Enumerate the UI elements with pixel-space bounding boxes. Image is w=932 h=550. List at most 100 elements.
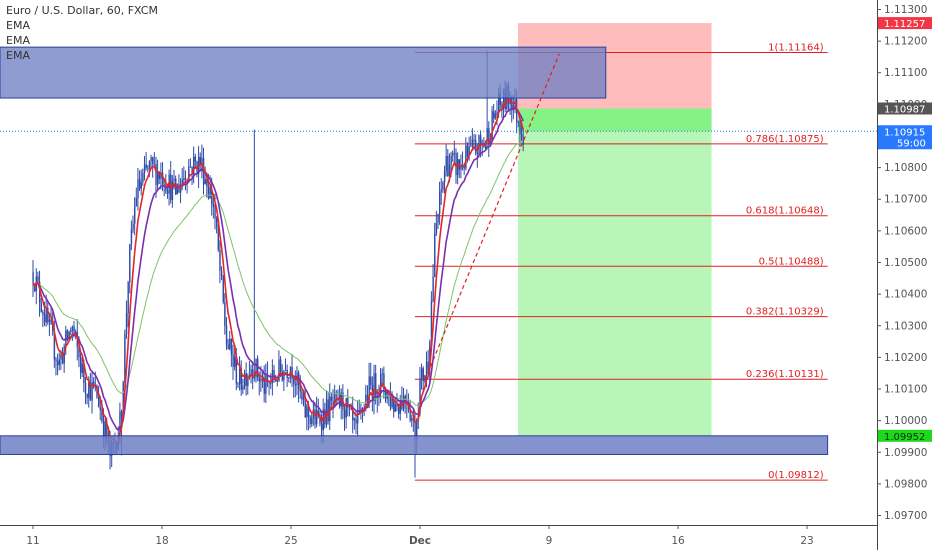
candle-down [476,152,479,154]
candle-down [83,363,85,384]
candle-down [53,330,56,360]
candle-up [437,213,439,223]
price-tick-label: 1.09900 [884,447,927,459]
candle-down [235,356,238,384]
candle-up [491,111,493,140]
candle-up [391,398,393,408]
fib-level-label-0.618: 0.618(1.10648) [746,206,824,217]
candle-down [332,400,334,406]
candle-down [273,369,275,380]
demand-zone [0,435,829,455]
candle-down [479,135,482,144]
time-tick-label: 16 [671,535,685,547]
candle-up [124,334,126,383]
candle-up [148,161,151,169]
candle-down [240,368,243,390]
candle-up [381,373,384,375]
candle-up [91,381,93,401]
indicator-ema-2[interactable]: EMA [6,34,30,47]
candle-up [122,382,124,417]
price-tag-stop: 1.11257 [878,17,932,30]
candle-up [311,418,313,424]
candle-down [34,283,36,292]
candle-up [365,394,367,408]
candle-down [304,396,306,418]
candle-down [270,383,272,385]
position-target-zone [518,108,712,436]
candle-down [219,249,221,271]
candle-down [263,378,265,394]
time-tick-label: 9 [546,535,553,547]
candle-up [183,178,185,180]
candle-down [327,399,329,422]
candle-up [432,276,434,301]
candle-up [411,418,413,421]
candle-up [425,361,428,376]
candle-down [511,97,513,111]
candle-down [152,157,154,164]
candle-up [48,319,51,323]
candle-up [60,354,62,360]
candle-down [194,156,197,162]
candle-down [153,163,156,165]
candle-up [460,164,462,170]
candle-up [255,358,257,378]
symbol-title[interactable]: Euro / U.S. Dollar, 60, FXCM [6,4,158,17]
candle-down [158,171,161,179]
candle-down [299,388,302,392]
candle-down [37,276,39,282]
price-tick-label: 1.10400 [884,289,927,301]
candle-up [434,233,436,277]
candle-down [78,346,80,358]
candle-up [209,188,211,199]
candle-up [243,373,246,387]
ema-slow-line [32,142,524,407]
candle-down [370,376,372,385]
time-tick-label: 23 [800,535,813,547]
candle-up [247,376,249,386]
candle-down [43,314,46,323]
candle-down [84,383,87,394]
price-tag-label: 1.10987 [884,104,925,115]
candle-up [278,359,280,381]
candle-down [268,382,270,384]
candle-down [347,398,349,408]
candle-up [345,398,347,418]
candle-up [379,374,382,393]
time-tick-label: Dec [409,535,431,547]
candle-up [242,386,244,390]
candle-up [134,206,136,224]
candle-down [99,407,102,411]
candle-down [55,359,57,362]
candle-up [394,404,397,412]
candle-down [352,408,354,421]
price-tick-label: 1.11200 [884,36,927,48]
candle-down [412,418,415,421]
price-tag-label: 1.11257 [884,19,925,30]
indicator-ema-1[interactable]: EMA [6,19,30,32]
candle-down [161,172,164,185]
candle-up [445,155,447,172]
candle-down [455,152,457,176]
candle-down [375,373,377,396]
candle-down [366,394,369,401]
candle-down [383,373,385,391]
candle-down [97,397,100,408]
candle-up [512,104,515,111]
candle-up [150,157,152,162]
candle-up [416,420,418,442]
candle-up [250,369,252,375]
candle-down [294,384,297,386]
indicator-ema-3[interactable]: EMA [6,49,30,62]
candle-down [493,111,495,119]
candle-down [42,312,44,315]
candle-up [137,179,139,199]
candle-down [206,179,208,187]
price-tick-label: 1.10600 [884,225,927,237]
candle-down [222,275,224,303]
dashed-trendline [424,53,560,380]
candle-down [212,203,215,208]
price-tick-label: 1.10300 [884,320,927,332]
